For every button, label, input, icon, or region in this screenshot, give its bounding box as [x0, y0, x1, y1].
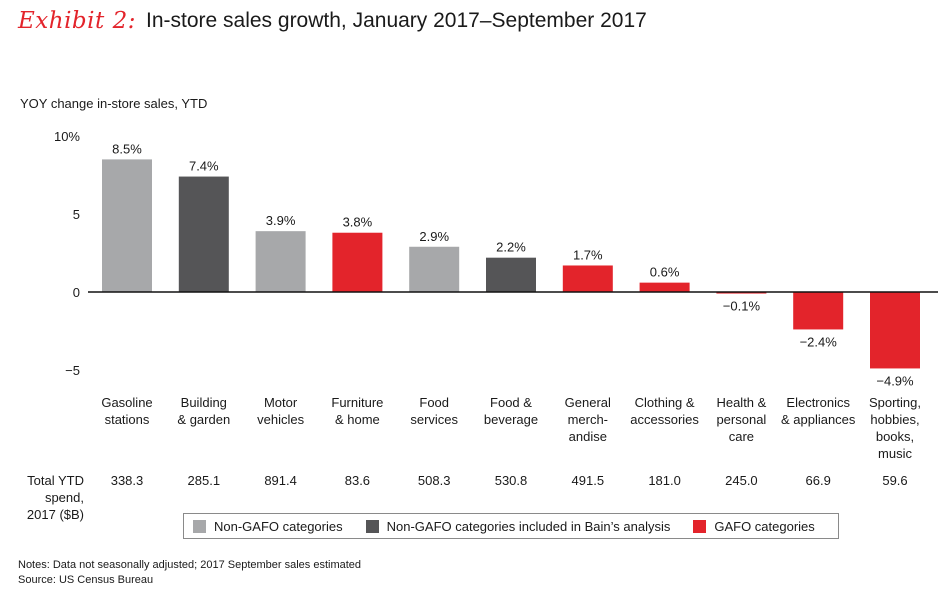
data-label: 3.8%	[343, 215, 373, 230]
category-label: Electronics	[786, 395, 850, 410]
bar	[639, 282, 690, 292]
category-label: accessories	[630, 412, 699, 427]
spend-value: 491.5	[572, 473, 605, 488]
spend-row-label: Total YTD spend, 2017 ($B)	[14, 472, 84, 523]
data-label: −4.9%	[876, 373, 914, 388]
category-label: merch-	[568, 412, 608, 427]
data-label: 8.5%	[112, 141, 142, 156]
spend-value: 508.3	[418, 473, 451, 488]
spend-value: 181.0	[648, 473, 681, 488]
source-text: Source: US Census Bureau	[18, 574, 154, 586]
y-tick-label: 10%	[54, 129, 80, 144]
category-label: andise	[569, 429, 607, 444]
category-label: Motor	[264, 395, 298, 410]
category-label: beverage	[484, 412, 538, 427]
bar	[793, 292, 844, 330]
category-label: Clothing &	[635, 395, 695, 410]
spend-value: 285.1	[188, 473, 221, 488]
spend-value: 59.6	[882, 473, 907, 488]
spend-label-line: 2017 ($B)	[26, 507, 84, 522]
bar	[870, 292, 920, 369]
chart-title: In-store sales growth, January 2017–Sept…	[146, 9, 647, 32]
data-label: 3.9%	[266, 213, 296, 228]
category-label: General	[565, 395, 611, 410]
data-label: 2.9%	[419, 229, 449, 244]
spend-value: 530.8	[495, 473, 528, 488]
notes-text: Notes: Data not seasonally adjusted; 201…	[18, 559, 362, 571]
legend-label: Non-GAFO categories	[214, 518, 343, 534]
bar	[332, 232, 383, 292]
category-label: Sporting,	[869, 395, 921, 410]
category-label: books,	[876, 429, 914, 444]
bar	[562, 265, 613, 292]
category-label: Building	[181, 395, 227, 410]
legend-swatch	[693, 519, 707, 533]
legend-item-gafo: GAFO categories	[693, 518, 815, 534]
category-label: & home	[335, 412, 380, 427]
bar	[409, 246, 460, 292]
category-label: hobbies,	[870, 412, 919, 427]
data-label: −2.4%	[800, 334, 838, 349]
data-label: −0.1%	[723, 299, 761, 314]
exhibit-label: Exhibit 2:	[18, 8, 136, 34]
spend-value: 66.9	[806, 473, 831, 488]
category-label: & garden	[177, 412, 230, 427]
category-label: Furniture	[331, 395, 383, 410]
spend-value: 245.0	[725, 473, 758, 488]
legend-item-nongafo: Non-GAFO categories	[193, 519, 343, 534]
category-label: & appliances	[781, 412, 856, 427]
y-tick-label: 0	[73, 285, 80, 300]
spend-value: 338.3	[111, 473, 144, 488]
category-label: services	[410, 412, 458, 427]
data-label: 7.4%	[189, 159, 219, 174]
category-label: Food	[419, 395, 449, 410]
spend-label-line: Total YTD	[27, 473, 84, 488]
category-label: personal	[716, 412, 766, 427]
bar	[486, 257, 536, 292]
data-label: 1.7%	[573, 247, 603, 262]
bar	[178, 176, 229, 292]
category-label: vehicles	[257, 412, 304, 427]
legend-item-bain: Non-GAFO categories included in Bain’s a…	[365, 518, 671, 534]
spend-value: 891.4	[264, 473, 297, 488]
spend-value: 83.6	[345, 473, 370, 488]
y-tick-label: −5	[65, 363, 80, 378]
legend: Non-GAFO categories Non-GAFO categories …	[183, 513, 839, 539]
category-label: stations	[105, 412, 150, 427]
category-label: Food &	[490, 395, 532, 410]
legend-label: GAFO categories	[714, 518, 815, 534]
legend-swatch	[365, 519, 379, 533]
category-label: music	[878, 446, 912, 461]
legend-swatch	[193, 519, 206, 533]
bar	[102, 159, 152, 292]
y-axis-title: YOY change in-store sales, YTD	[20, 96, 208, 111]
category-label: care	[729, 429, 754, 444]
legend-label: Non-GAFO categories included in Bain’s a…	[386, 518, 671, 534]
notes: Notes: Data not seasonally adjusted; 201…	[18, 558, 361, 588]
data-label: 2.2%	[496, 240, 526, 255]
spend-label-line: spend,	[44, 490, 84, 505]
category-label: Gasoline	[101, 395, 152, 410]
y-tick-label: 5	[73, 207, 80, 222]
bar-chart: 10% 5 0 −5 8.5% 7.4% 3.9% 3.8% 2.9% 2.2% 1.7% 0.6% −…	[54, 129, 938, 488]
bar	[255, 231, 306, 292]
data-label: 0.6%	[650, 265, 680, 280]
category-label: Health &	[716, 395, 766, 410]
